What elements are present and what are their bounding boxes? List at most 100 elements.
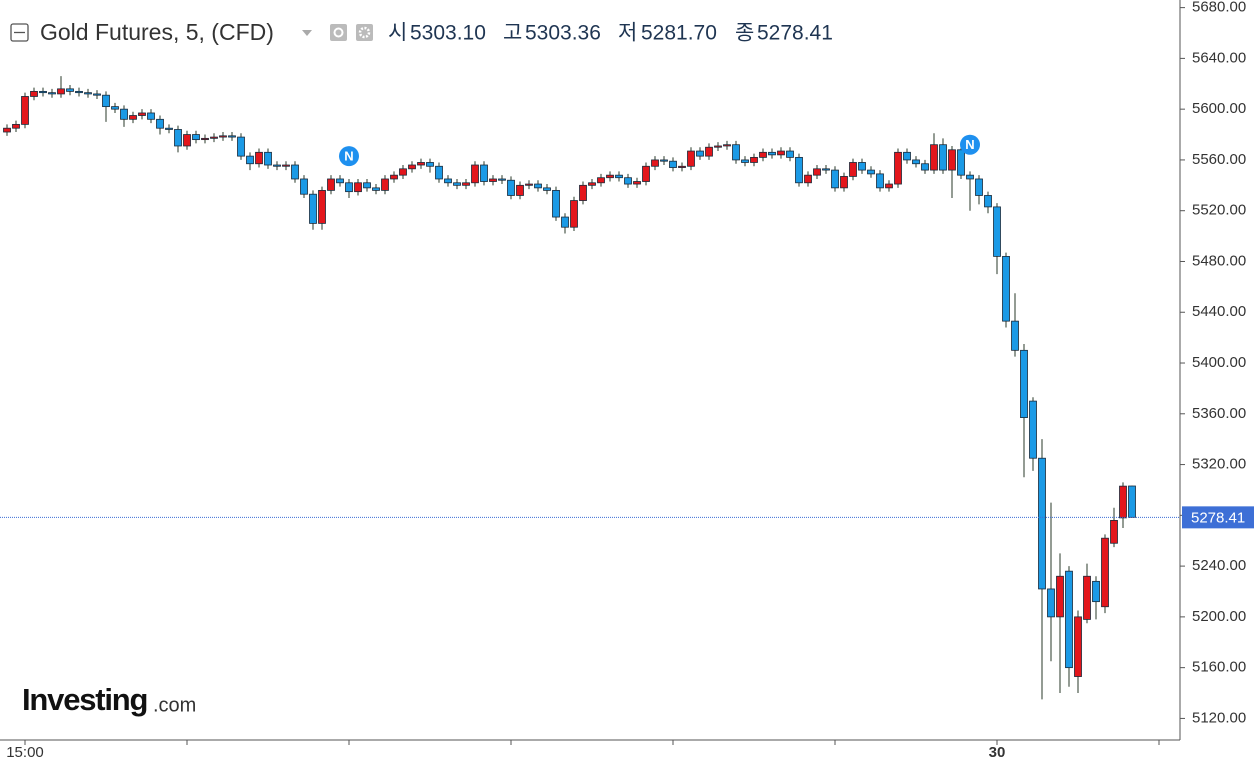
- candle-body: [516, 184, 524, 196]
- legend-value: 5281.70: [641, 22, 717, 45]
- candle-body: [849, 162, 857, 177]
- candle-body: [984, 195, 992, 208]
- candle-body: [741, 159, 749, 163]
- candle-body: [489, 178, 497, 182]
- candle-body: [264, 151, 272, 166]
- candle-body: [1092, 580, 1100, 603]
- price-label: 5278.41: [1191, 509, 1245, 526]
- candle-body: [1011, 320, 1019, 351]
- legend-label: 저: [618, 22, 637, 45]
- candle-body: [570, 200, 578, 228]
- y-tick-label: 5120.00: [1192, 709, 1246, 726]
- candle-body: [138, 112, 146, 116]
- candle-body: [336, 178, 344, 184]
- candle-body: [948, 149, 956, 171]
- candle-body: [390, 174, 398, 180]
- legend-label: 종: [735, 22, 754, 45]
- legend-value: 5303.36: [525, 22, 601, 45]
- collapse-icon[interactable]: [10, 23, 29, 42]
- event-label: N: [965, 137, 974, 152]
- candle-body: [327, 178, 335, 191]
- candle-body: [291, 164, 299, 180]
- candle-body: [939, 144, 947, 171]
- candle-body: [57, 88, 65, 95]
- candle-body: [381, 178, 389, 191]
- candle-body: [453, 182, 461, 186]
- candle-body: [921, 163, 929, 171]
- candle-body: [399, 168, 407, 176]
- candle-body: [795, 156, 803, 184]
- candle-body: [975, 178, 983, 196]
- candle-body: [1083, 575, 1091, 620]
- candle-body: [507, 179, 515, 196]
- candle-body: [768, 151, 776, 156]
- candle-body: [39, 90, 47, 94]
- logo: Investing .com: [22, 682, 196, 717]
- candle-body: [966, 174, 974, 180]
- candle-body: [1119, 485, 1127, 519]
- y-tick-label: 5160.00: [1192, 659, 1246, 676]
- candle-body: [1047, 588, 1055, 618]
- candle-body: [723, 144, 731, 147]
- candle-body: [174, 129, 182, 147]
- candle-body: [813, 168, 821, 176]
- candle-body: [957, 149, 965, 176]
- candle-body: [1065, 570, 1073, 669]
- candle-body: [426, 162, 434, 167]
- candle-body: [669, 160, 677, 168]
- visibility-icon[interactable]: [330, 24, 347, 41]
- event-marker: [960, 134, 980, 155]
- candle-body: [804, 174, 812, 184]
- candle-body: [480, 164, 488, 182]
- candle-body: [903, 151, 911, 161]
- candle-body: [273, 164, 281, 167]
- candle-body: [525, 183, 533, 186]
- dropdown-arrow[interactable]: [302, 30, 312, 36]
- candle-body: [759, 151, 767, 158]
- candle-body: [615, 174, 623, 179]
- candle-body: [1110, 520, 1118, 544]
- candle-body: [885, 183, 893, 189]
- candle-body: [651, 159, 659, 167]
- candle-body: [354, 182, 362, 193]
- candle-body: [579, 184, 587, 201]
- legend-value: 5303.10: [410, 22, 486, 45]
- candle-body: [84, 92, 92, 95]
- y-tick-label: 5440.00: [1192, 303, 1246, 320]
- candle-body: [66, 88, 74, 92]
- candle-body: [219, 135, 227, 138]
- candle-body: [12, 123, 20, 129]
- candle-body: [840, 176, 848, 189]
- candle-body: [597, 177, 605, 184]
- candle-body: [156, 118, 164, 129]
- candle-body: [210, 136, 218, 139]
- y-tick-label: 5480.00: [1192, 252, 1246, 269]
- candle-body: [1056, 575, 1064, 618]
- candle-body: [183, 134, 191, 147]
- candle-body: [129, 115, 137, 120]
- candle-body: [498, 178, 506, 181]
- candle-body: [858, 162, 866, 171]
- y-tick-label: 5360.00: [1192, 405, 1246, 422]
- eye-box: [330, 24, 347, 41]
- candle-body: [678, 165, 686, 168]
- candle-body: [318, 189, 326, 224]
- candle-body: [237, 136, 245, 157]
- settings-icon[interactable]: [356, 24, 373, 41]
- candle-body: [147, 112, 155, 120]
- y-tick-label: 5400.00: [1192, 354, 1246, 371]
- candle-body: [786, 150, 794, 158]
- x-tick-label: 15:00: [6, 744, 44, 761]
- candle-body: [687, 150, 695, 167]
- event-label: N: [344, 149, 353, 164]
- candle-body: [372, 187, 380, 191]
- candle-body: [624, 177, 632, 185]
- logo-suffix: .com: [153, 694, 196, 716]
- candle-body: [120, 108, 128, 120]
- eye: [333, 27, 344, 38]
- candle-body: [21, 96, 29, 125]
- candle-body: [228, 135, 236, 138]
- candle-body: [435, 165, 443, 180]
